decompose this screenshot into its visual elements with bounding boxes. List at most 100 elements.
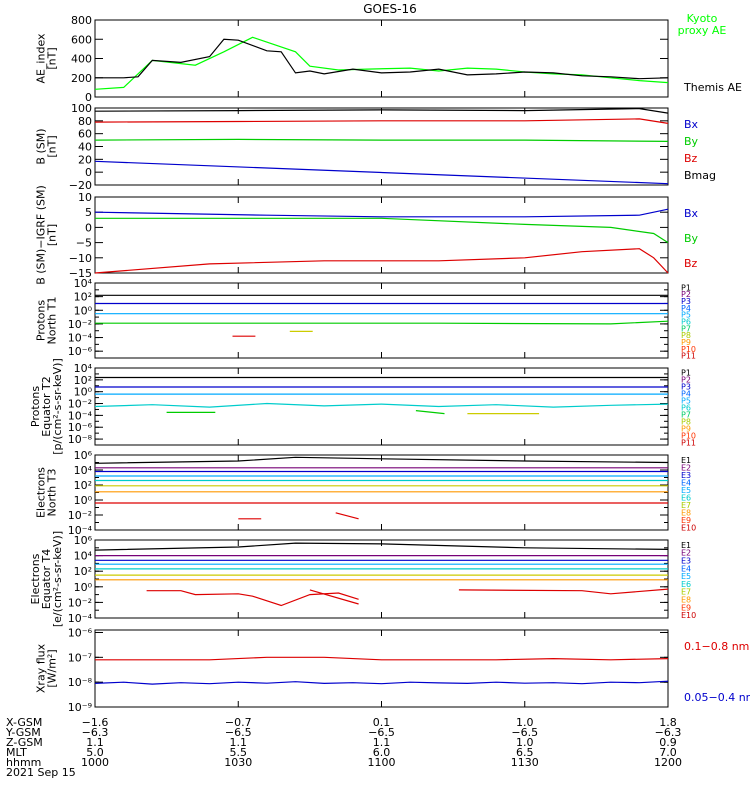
y-axis-label: Protons [35,300,48,341]
channel-legend-label: E8 [681,596,691,605]
y-axis-label: North T1 [46,297,59,345]
y-tick-label: 10⁻² [68,398,92,411]
channel-legend-label: P9 [681,338,691,347]
y-axis-label: [e/(cm²-s-sr-keV)] [51,531,64,627]
y-tick-label: 0 [85,166,92,179]
series-line [94,107,669,114]
channel-legend-label: P5 [681,311,691,320]
y-tick-label: 0 [85,221,92,234]
y-tick-label: 10² [74,565,92,578]
series-line [309,589,359,605]
series-line [95,656,669,661]
channel-legend-label: E7 [681,501,691,510]
channel-legend-label: E4 [681,564,691,573]
y-axis-label: B (SM) [35,128,48,164]
legend-label: Kyoto [687,12,718,25]
series-line [94,208,669,218]
y-tick-label: 200 [71,72,92,85]
x-tick-value: 1.0 [516,716,534,729]
series-line [94,542,669,551]
y-tick-label: −20 [69,179,92,192]
channel-legend-label: P1 [681,369,691,378]
y-tick-label: 10⁻⁶ [68,345,93,358]
legend-label: Bx [684,118,699,131]
x-tick-value: −0.7 [225,716,252,729]
series-line [94,456,669,464]
x-row-label: MLT [6,746,27,759]
x-tick-value: 1.1 [230,736,248,749]
legend-label: 0.1−0.8 nm [684,640,749,653]
series-line [94,160,669,185]
channel-legend-label: E7 [681,588,691,597]
y-axis-label: B (SM)−IGRF (SM) [35,185,48,285]
x-tick-value: −1.6 [82,716,109,729]
y-axis-label: [nT] [46,224,59,246]
y-tick-label: 10⁻⁴ [68,612,93,625]
y-tick-label: −15 [69,267,92,280]
x-tick-value: 1030 [224,756,252,769]
x-tick-value: 1000 [81,756,109,769]
channel-legend-label: E6 [681,493,691,502]
y-axis-label: Electrons [29,553,42,604]
x-tick-value: −6.5 [511,726,538,739]
channel-legend-label: P8 [681,418,691,427]
panel-frame [94,454,669,531]
series-line [94,680,669,685]
channel-legend-label: P9 [681,425,691,434]
channel-legend-label: E10 [681,523,696,532]
x-tick-value: 5.5 [230,746,248,759]
y-tick-label: 10⁰ [74,494,93,507]
y-tick-label: −5 [76,237,92,250]
channel-legend-label: E3 [681,557,691,566]
y-tick-label: 10⁻⁶ [68,626,93,639]
y-tick-label: 10⁻⁸ [68,433,93,446]
panel-bigrf: 10 5 0 −5 −10 −15 B (SM)−IGRF (SM)[nT] Bx By Bz [35,185,699,285]
series-line [94,36,669,90]
channel-legend-label: P10 [681,345,696,354]
y-tick-label: 10⁴ [74,362,93,375]
series-line [95,320,669,325]
series-line [335,512,359,520]
y-tick-label: 10⁴ [74,550,93,563]
y-axis-label: Equator T4 [40,549,53,609]
x-axis-table: X-GSM −1.6 −0.7 0.1 1.0 1.8 Y-GSM −6.3 −6.5 −6.5 −… [5,716,682,779]
y-tick-label: 10⁰ [74,304,93,317]
x-tick-value: −6.3 [82,726,109,739]
series-line [415,410,445,415]
series-line [146,590,359,607]
channel-legend-label: E1 [681,456,691,465]
x-tick-value: −6.5 [368,726,395,739]
y-axis-label: Xray flux [35,643,48,693]
legend-label: By [684,232,699,245]
date-label: 2021 Sep 15 [6,766,76,779]
channel-legend-label: E2 [681,463,691,472]
y-tick-label: 40 [78,141,92,154]
y-tick-label: 10 [78,191,92,204]
y-tick-label: 10⁻⁴ [68,332,93,345]
figure-title: GOES-16 [363,2,417,16]
y-tick-label: 10⁻² [68,596,92,609]
x-tick-value: 7.0 [659,746,677,759]
y-tick-label: 10⁻⁶ [68,421,93,434]
y-tick-label: 10⁻⁴ [68,409,93,422]
channel-legend-label: E4 [681,478,691,487]
y-tick-label: 10⁻⁸ [68,676,93,689]
x-tick-value: −6.5 [225,726,252,739]
y-tick-label: 10² [74,479,92,492]
x-tick-value: 1.8 [659,716,677,729]
y-tick-label: 10⁶ [74,534,93,547]
panel-frame [94,19,669,98]
y-tick-label: 10⁴ [74,464,93,477]
y-tick-label: 80 [78,115,92,128]
y-axis-label: Equator T2 [40,376,53,436]
x-tick-value: 5.0 [86,746,104,759]
y-tick-label: −10 [69,252,92,265]
channel-legend-label: P6 [681,318,691,327]
x-tick-value: 0.1 [373,716,391,729]
x-row-label: hhmm [6,756,41,769]
channel-legend-label: E1 [681,541,691,550]
